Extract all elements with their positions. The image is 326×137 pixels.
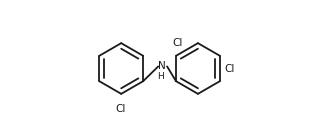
Text: N: N xyxy=(158,61,166,71)
Text: Cl: Cl xyxy=(115,104,126,114)
Text: Cl: Cl xyxy=(224,64,234,74)
Text: Cl: Cl xyxy=(172,38,183,48)
Text: H: H xyxy=(157,72,164,81)
